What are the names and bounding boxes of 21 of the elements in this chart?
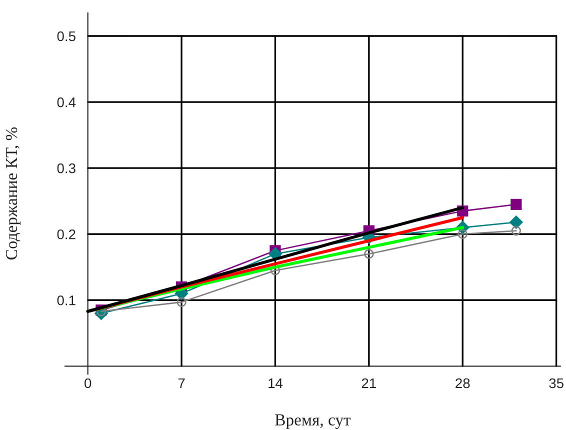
x-tick-label: 7 [178, 378, 185, 388]
x-tick-label: 35 [549, 378, 564, 388]
x-tick-label: 0 [84, 378, 92, 388]
x-tick-label: 14 [268, 378, 283, 388]
point [176, 297, 186, 307]
point [268, 247, 282, 261]
y-tick-label: 0.4 [57, 97, 76, 108]
y-tick-label: 0.3 [57, 163, 76, 174]
x-axis-title: Время, сут [275, 414, 351, 429]
y-tick-label: 0.5 [57, 31, 76, 42]
x-tick-label: 28 [456, 378, 470, 388]
point [364, 249, 374, 259]
point [458, 229, 468, 239]
y-axis-title: Содержание КТ, % [6, 127, 21, 260]
y-tick-label: 0.2 [57, 229, 76, 240]
point [511, 226, 522, 236]
point [270, 266, 280, 276]
point [510, 198, 522, 210]
y-tick-label: 0.1 [57, 295, 76, 306]
x-tick-label: 21 [362, 378, 376, 388]
point [510, 216, 523, 229]
